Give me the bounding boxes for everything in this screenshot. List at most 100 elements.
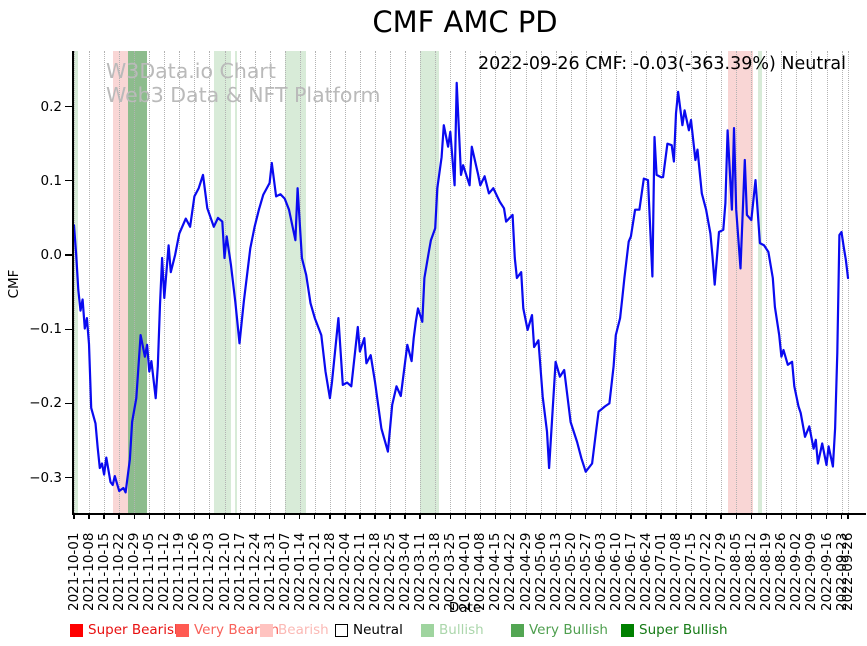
x-tick-mark: [810, 513, 813, 519]
x-tick-mark: [780, 513, 783, 519]
x-tick-mark: [163, 513, 165, 519]
x-tick-mark: [479, 513, 482, 519]
gridline: [209, 51, 211, 513]
gridline: [74, 51, 75, 513]
gridline: [691, 51, 693, 513]
gridline: [164, 51, 166, 513]
signal-band-bullish: [284, 51, 307, 513]
y-tick-mark: [65, 328, 72, 330]
legend-marker: [260, 623, 273, 637]
gridline: [600, 51, 602, 513]
gridline: [269, 51, 271, 513]
gridline: [239, 51, 241, 513]
gridline: [149, 51, 151, 513]
y-tick-label: 0.1: [40, 172, 62, 189]
gridline: [254, 51, 256, 513]
gridline: [224, 51, 226, 513]
y-tick-label: 0.0: [40, 247, 62, 263]
gridline: [359, 51, 361, 513]
x-tick-mark: [434, 513, 436, 519]
x-tick-mark: [705, 513, 707, 519]
gridline: [89, 51, 91, 513]
x-tick-mark: [735, 513, 737, 519]
gridline: [615, 51, 617, 513]
gridline: [480, 51, 482, 513]
gridline: [375, 51, 376, 513]
gridline: [841, 51, 843, 513]
legend-label: Super Bullish: [639, 622, 728, 638]
x-tick-mark: [840, 513, 843, 519]
x-tick-mark: [389, 513, 391, 519]
gridline: [104, 51, 106, 513]
x-tick-mark: [148, 513, 150, 519]
gridline: [570, 51, 572, 513]
x-tick-mark: [449, 513, 451, 519]
x-tick-mark: [299, 513, 301, 519]
x-tick-mark: [73, 513, 75, 519]
y-tick-mark: [65, 476, 72, 479]
legend-marker: [176, 623, 189, 637]
x-tick-mark: [660, 513, 662, 519]
chart-title: CMF AMC PD: [372, 5, 558, 39]
gridline: [796, 51, 798, 513]
legend-marker: [421, 623, 434, 637]
gridline: [751, 51, 753, 513]
gridline: [706, 51, 708, 513]
gridline: [826, 51, 828, 513]
legend-item-super-bearish: Super Bearish: [70, 622, 183, 638]
gridline: [179, 51, 181, 513]
gridline: [510, 51, 512, 513]
x-tick-mark: [329, 513, 331, 519]
x-tick-mark: [645, 513, 647, 519]
x-tick-mark: [268, 513, 271, 519]
gridline: [555, 51, 557, 513]
gridline: [390, 51, 392, 513]
y-tick-mark: [65, 105, 72, 108]
legend-label: Bearish: [278, 622, 329, 638]
legend-item-super-bullish: Super Bullish: [621, 622, 728, 638]
x-tick-mark: [103, 513, 105, 519]
x-tick-mark: [615, 513, 617, 519]
legend-item-bullish: Bullish: [421, 622, 484, 638]
x-tick-mark: [554, 513, 557, 519]
gridline: [329, 51, 331, 513]
legend-label: Very Bullish: [529, 622, 608, 638]
gridline: [676, 51, 677, 513]
y-tick-label: 0.2: [40, 98, 62, 115]
signal-band-very_bullish: [127, 51, 148, 513]
x-tick-mark: [419, 513, 421, 519]
gridline: [525, 51, 527, 513]
x-tick-mark: [585, 513, 587, 519]
watermark-line1: W3Data.io Chart: [106, 59, 276, 83]
gridline: [299, 51, 301, 513]
x-tick-mark: [720, 513, 722, 519]
signal-band-bullish: [235, 51, 238, 513]
signal-band-bullish: [757, 51, 762, 513]
gridline: [344, 51, 346, 513]
legend-marker: [335, 623, 348, 637]
legend-item-bearish: Bearish: [260, 622, 329, 638]
gridline: [495, 51, 497, 513]
y-tick-label: −0.3: [29, 469, 62, 486]
x-tick-mark: [524, 513, 527, 519]
x-tick-mark: [178, 513, 181, 519]
legend-marker: [621, 623, 634, 637]
gridline: [314, 51, 316, 513]
signal-band-bullish: [420, 51, 440, 513]
x-tick-mark: [88, 513, 90, 519]
x-tick-mark: [569, 513, 572, 519]
gridline: [721, 51, 723, 513]
x-tick-mark: [825, 513, 828, 519]
y-tick-mark: [65, 402, 72, 405]
x-tick-mark: [795, 513, 798, 519]
signal-band-bearish: [112, 51, 128, 513]
x-tick-mark: [223, 513, 226, 519]
y-tick-mark: [65, 180, 72, 182]
gridline: [848, 51, 849, 513]
watermark-line2: Web3 Data & NFT Platform: [106, 82, 381, 107]
x-tick-mark: [494, 513, 497, 519]
signal-band-bullish: [213, 51, 231, 513]
y-tick-label: −0.1: [29, 321, 62, 338]
legend-label: Neutral: [353, 622, 403, 638]
